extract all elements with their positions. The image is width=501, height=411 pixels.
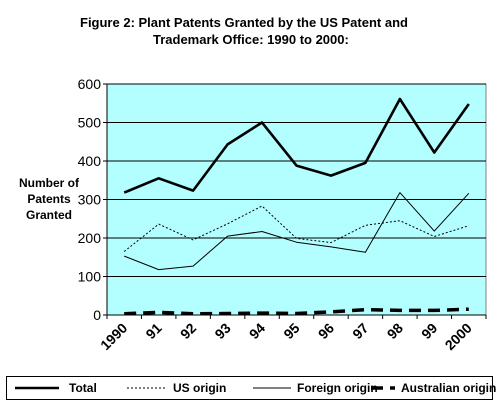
y-tick-label: 200 bbox=[78, 230, 102, 246]
y-tick-label: 400 bbox=[78, 153, 102, 169]
legend-swatch-total bbox=[15, 386, 59, 390]
series-line-us-origin bbox=[123, 205, 469, 252]
x-tick-label: 95 bbox=[280, 320, 302, 342]
y-axis-label: Number of Patents Granted bbox=[8, 175, 90, 223]
y-tick-label: 300 bbox=[78, 192, 102, 208]
legend-item-australian-origin: Australian origin bbox=[371, 377, 501, 399]
legend-label-total: Total bbox=[69, 381, 97, 395]
legend-label-us-origin: US origin bbox=[173, 381, 227, 395]
x-tick-label: 92 bbox=[177, 320, 199, 342]
x-tick-label: 98 bbox=[384, 320, 406, 342]
x-tick-label: 99 bbox=[418, 320, 440, 342]
x-tick-label: 97 bbox=[349, 320, 371, 342]
y-axis-label-line-3: Granted bbox=[25, 208, 72, 222]
x-tick-label: 91 bbox=[142, 320, 164, 342]
line-chart: 0 100 200 300 400 500 600 1990 91 92 93 94 95 96 97 98 9… bbox=[78, 76, 487, 353]
y-tick-label: 100 bbox=[78, 269, 102, 285]
legend-label-australian-origin: Australian origin bbox=[401, 381, 497, 395]
chart-title-line-2: Trademark Office: 1990 to 2000: bbox=[153, 32, 349, 47]
legend-label-foreign-origin: Foreign origin bbox=[297, 381, 378, 395]
y-tick-label: 0 bbox=[93, 307, 101, 323]
legend-item-us-origin: US origin bbox=[127, 377, 303, 399]
x-tick-label: 94 bbox=[246, 320, 268, 342]
chart-title-line-1: Figure 2: Plant Patents Granted by the U… bbox=[80, 15, 408, 30]
y-tick-label: 500 bbox=[78, 115, 102, 131]
legend-swatch-foreign-origin bbox=[253, 387, 291, 389]
series-line-australian-origin bbox=[124, 307, 469, 316]
x-tick-label: 2000 bbox=[442, 320, 475, 353]
y-axis-label-line-2: Patents bbox=[27, 192, 71, 206]
x-tick-label: 93 bbox=[211, 320, 233, 342]
legend-item-total: Total bbox=[15, 377, 199, 399]
legend-swatch-australian-origin bbox=[371, 386, 395, 390]
x-tick-label: 96 bbox=[315, 320, 337, 342]
series-line-foreign-origin bbox=[124, 192, 470, 271]
y-tick-label: 600 bbox=[78, 76, 102, 92]
legend-item-foreign-origin: Foreign origin bbox=[253, 377, 427, 399]
x-tick-label: 1990 bbox=[97, 320, 130, 353]
y-axis-label-line-1: Number of bbox=[19, 176, 79, 190]
series-line-total bbox=[123, 97, 470, 194]
legend-swatch-us-origin bbox=[127, 387, 165, 389]
chart-legend: Total US origin Foreign origin Australian o… bbox=[6, 376, 496, 400]
